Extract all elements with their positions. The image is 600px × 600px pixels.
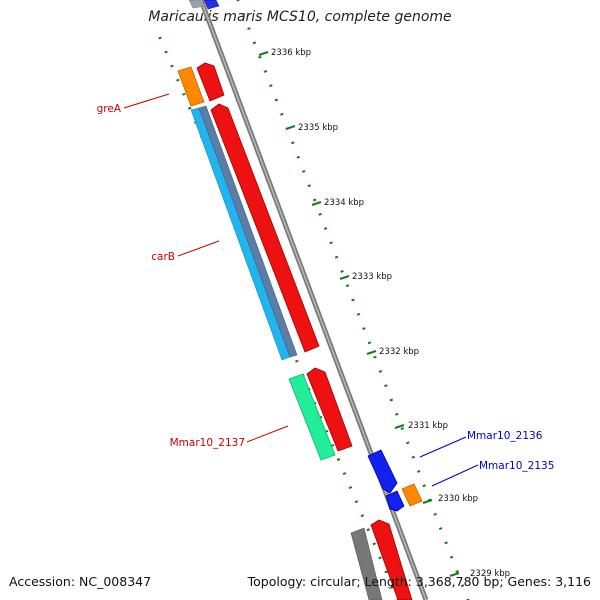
tick-dot: [164, 50, 168, 54]
gene-label-carb: carB: [151, 240, 220, 263]
tick-label-2334: 2334 kbp: [324, 198, 364, 208]
tick-dot: [274, 98, 279, 102]
gene-top-gray-block: [188, 0, 207, 9]
gene-red-arrow-1: [196, 62, 225, 102]
tick-dot: [378, 369, 383, 373]
tick-dot: [188, 106, 192, 110]
gene-red-arrow-3: [306, 367, 353, 452]
tick-dot: [258, 55, 262, 59]
tick-2335: 2335 kbp: [285, 123, 338, 133]
tick-dot: [318, 212, 322, 216]
tick-dot: [395, 412, 399, 416]
gene-red-arrow-2: [210, 103, 320, 353]
tick-dot: [438, 527, 443, 531]
tick-dot: [372, 542, 376, 546]
gene-top-blue-block: [203, 0, 220, 10]
gene-mmar10-2135-small-arrow: [385, 490, 405, 512]
tick-label-2333: 2333 kbp: [352, 272, 392, 282]
tick-dot: [389, 398, 394, 402]
gene-mmar10-2137-block: [288, 373, 336, 461]
tick-2336: 2336 kbp: [258, 48, 311, 58]
tick-dot: [291, 141, 295, 145]
tick-dot: [236, 0, 240, 2]
tick-label-2331: 2331 kbp: [408, 421, 448, 431]
gene-label-mmar10-2135: Mmar10_2135: [431, 460, 554, 487]
gene-grea-block: [177, 66, 205, 107]
tick-dot: [356, 312, 361, 316]
gene-orange-small-block: [401, 483, 423, 507]
tick-dot: [378, 556, 382, 560]
tick-label-2330: 2330 kbp: [438, 494, 478, 504]
tick-dot: [329, 241, 333, 245]
tick-dot: [301, 169, 306, 173]
tick-dot: [348, 486, 353, 490]
tick-dot: [296, 155, 300, 159]
tick-dot: [252, 41, 257, 45]
tick-label-2336: 2336 kbp: [271, 48, 311, 58]
tick-dot: [444, 541, 448, 545]
tick-dot: [182, 92, 186, 96]
tick-dot: [342, 472, 347, 475]
tick-2330: 2330 kbp: [422, 494, 478, 504]
tick-dot: [367, 341, 372, 345]
gene-label-mmar10-2136-text: Mmar10_2136: [467, 430, 543, 442]
tick-label-2332: 2332 kbp: [379, 347, 419, 357]
tick-dot: [422, 484, 426, 488]
tick-dot: [307, 184, 311, 188]
tick-dot: [360, 514, 365, 518]
tick-dot: [411, 455, 415, 459]
gene-red-arrow-4: [370, 519, 413, 600]
genome-summary-text: Topology: circular; Length: 3,368,780 bp…: [247, 574, 591, 589]
tick-dot: [354, 500, 359, 504]
gene-label-carb-text: carB: [151, 251, 175, 263]
tick-dot: [323, 227, 328, 231]
tick-dot: [334, 255, 339, 259]
tick-dot: [170, 64, 174, 68]
gene-label-grea-text: greA: [97, 103, 122, 115]
tick-dot: [176, 78, 180, 82]
tick-dot: [366, 528, 370, 532]
tick-dot: [384, 570, 388, 574]
tick-dot: [373, 355, 377, 359]
tick-dot: [460, 584, 465, 588]
tick-dot: [336, 458, 341, 461]
gene-label-grea: greA: [97, 93, 170, 115]
gene-label-mmar10-2136: Mmar10_2136: [419, 430, 543, 458]
tick-dot: [247, 27, 251, 31]
accession-text: Accession: NC_008347: [9, 574, 152, 589]
tick-2333: 2333 kbp: [339, 272, 392, 282]
tick-2331: 2331 kbp: [394, 421, 448, 431]
gene-label-mmar10-2137-text: Mmar10_2137: [170, 437, 245, 449]
tick-label-2335: 2335 kbp: [298, 123, 338, 133]
map-title: Maricaulis maris MCS10, complete genome: [148, 9, 452, 25]
tick-dot: [345, 284, 350, 288]
tick-dot: [263, 69, 268, 73]
tick-dot: [295, 359, 299, 363]
gene-bottom-gray-block: [350, 527, 383, 600]
tick-dot: [416, 469, 421, 473]
tick-dot: [362, 327, 366, 331]
gene-label-mmar10-2137: Mmar10_2137: [170, 425, 289, 449]
tick-2334: 2334 kbp: [311, 198, 364, 208]
tick-dot: [455, 569, 459, 573]
tick-dot: [340, 269, 344, 273]
tick-dot: [406, 441, 410, 445]
tick-dot: [351, 298, 355, 302]
tick-2332: 2332 kbp: [366, 347, 419, 357]
tick-dot: [400, 427, 405, 431]
tick-dot: [241, 12, 246, 16]
tick-dot: [312, 198, 317, 202]
tick-dot: [158, 36, 162, 40]
gene-carb-block-steel: [198, 105, 298, 358]
tick-dot: [384, 384, 388, 388]
tick-dot: [280, 112, 284, 116]
tick-2329: 2329 kbp: [449, 569, 510, 579]
tick-dot: [269, 84, 273, 88]
gene-mmar10-2136-arrow: [367, 449, 398, 494]
gene-label-mmar10-2135-text: Mmar10_2135: [479, 460, 554, 472]
tick-dot: [433, 512, 437, 516]
tick-label-2329: 2329 kbp: [470, 569, 510, 579]
tick-dot: [449, 555, 454, 559]
